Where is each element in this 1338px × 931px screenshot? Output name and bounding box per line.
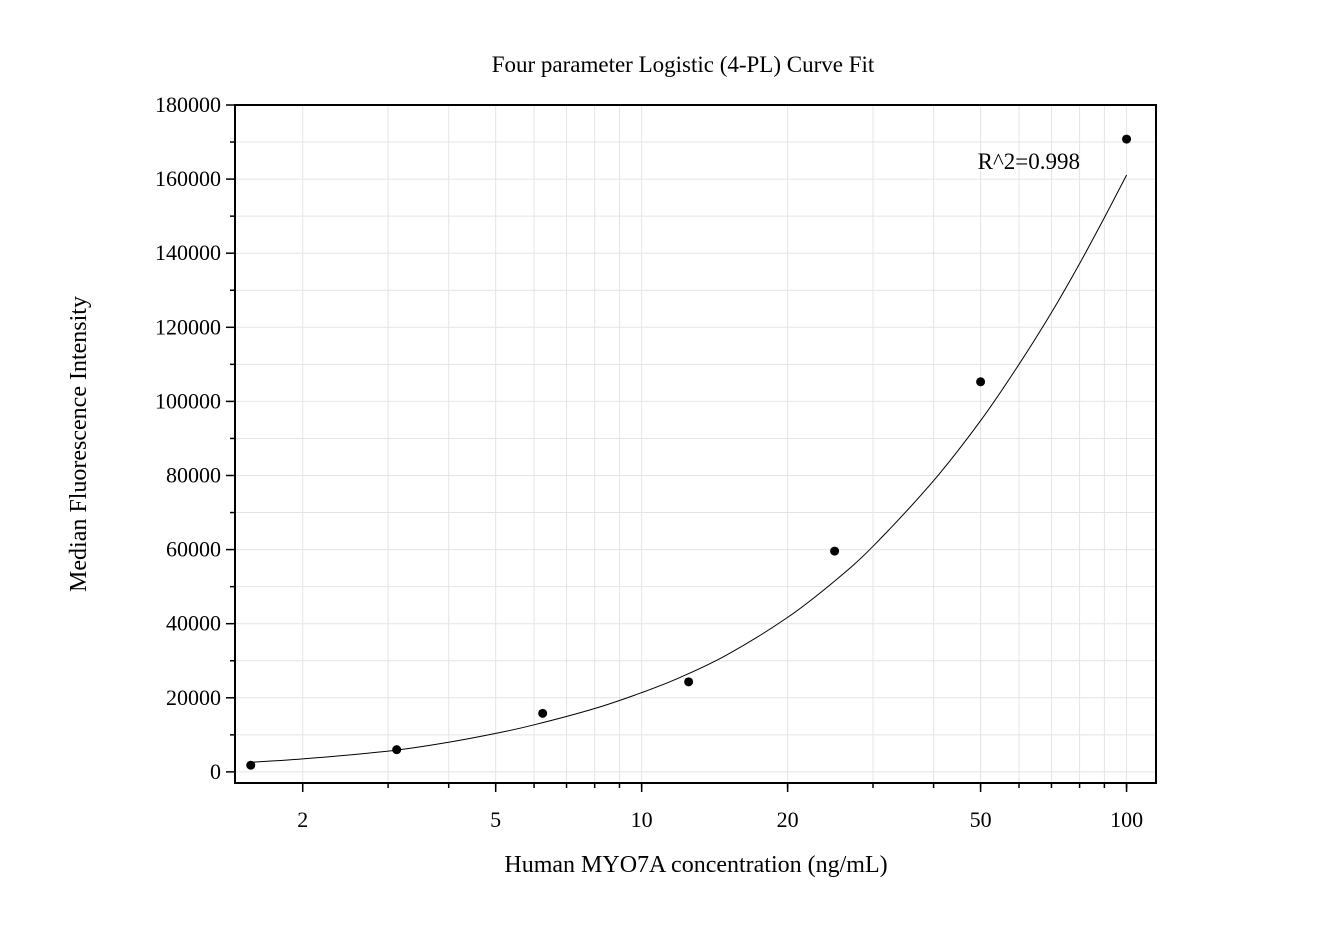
x-tick-label: 5 bbox=[490, 807, 501, 832]
data-point bbox=[1122, 134, 1132, 144]
fit-curve bbox=[250, 174, 1128, 763]
x-axis: 2 5 10 20 50 100 bbox=[297, 783, 1143, 832]
data-point bbox=[684, 677, 694, 687]
y-tick-label: 160000 bbox=[155, 166, 221, 191]
data-point bbox=[392, 745, 402, 755]
fit-curve-group bbox=[250, 174, 1128, 763]
y-tick-label: 180000 bbox=[155, 92, 221, 117]
y-tick-label: 140000 bbox=[155, 240, 221, 265]
y-tick-label: 20000 bbox=[166, 685, 221, 710]
chart-title: Four parameter Logistic (4-PL) Curve Fit bbox=[492, 52, 875, 77]
x-tick-label: 50 bbox=[970, 807, 992, 832]
y-tick-label: 100000 bbox=[155, 388, 221, 413]
y-tick-label: 120000 bbox=[155, 314, 221, 339]
data-points-group bbox=[246, 134, 1132, 770]
y-tick-label: 60000 bbox=[166, 537, 221, 562]
y-tick-label: 80000 bbox=[166, 462, 221, 487]
y-tick-label: 40000 bbox=[166, 611, 221, 636]
y-axis-label: Median Fluorescence Intensity bbox=[66, 296, 92, 592]
r-squared-annotation: R^2=0.998 bbox=[978, 149, 1080, 174]
x-tick-label: 100 bbox=[1110, 807, 1143, 832]
x-axis-label: Human MYO7A concentration (ng/mL) bbox=[504, 852, 887, 878]
x-tick-label: 20 bbox=[777, 807, 799, 832]
plot-frame bbox=[234, 104, 1157, 784]
data-point bbox=[246, 760, 256, 770]
x-tick-label: 2 bbox=[297, 807, 308, 832]
y-tick-label: 0 bbox=[210, 759, 221, 784]
x-tick-label: 10 bbox=[631, 807, 653, 832]
data-point bbox=[830, 546, 840, 556]
y-axis: 0 20000 40000 60000 80000 100000 120000 140000 1… bbox=[155, 92, 235, 784]
data-point bbox=[976, 377, 986, 387]
data-point bbox=[538, 708, 548, 718]
grid bbox=[235, 104, 1156, 783]
